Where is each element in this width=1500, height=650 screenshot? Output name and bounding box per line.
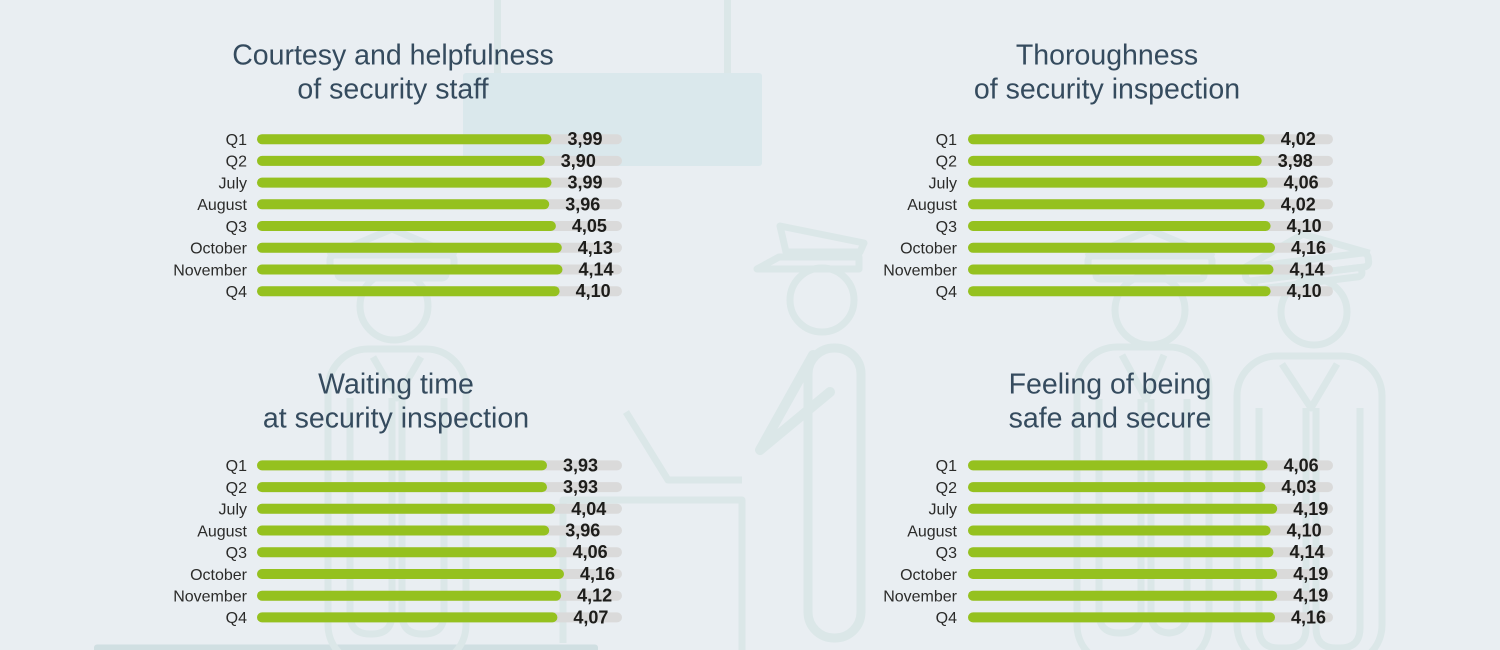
svg-text:August: August bbox=[907, 197, 957, 214]
svg-text:3,98: 3,98 bbox=[1278, 151, 1313, 171]
svg-text:3,96: 3,96 bbox=[565, 521, 600, 541]
svg-text:August: August bbox=[197, 523, 247, 540]
svg-text:Thoroughness: Thoroughness bbox=[1016, 40, 1198, 72]
svg-text:Q1: Q1 bbox=[226, 458, 247, 475]
svg-text:3,96: 3,96 bbox=[565, 194, 600, 214]
svg-text:safe and secure: safe and secure bbox=[1009, 403, 1212, 435]
svg-text:4,13: 4,13 bbox=[578, 238, 613, 258]
svg-text:July: July bbox=[219, 175, 247, 192]
svg-text:4,05: 4,05 bbox=[572, 216, 607, 236]
svg-text:4,10: 4,10 bbox=[1287, 521, 1322, 541]
svg-text:4,02: 4,02 bbox=[1281, 129, 1316, 149]
svg-text:4,06: 4,06 bbox=[573, 542, 608, 562]
svg-text:Q2: Q2 bbox=[936, 154, 957, 171]
svg-text:July: July bbox=[219, 502, 247, 519]
svg-text:Q4: Q4 bbox=[936, 610, 957, 627]
svg-text:Q2: Q2 bbox=[226, 154, 247, 171]
svg-text:of security inspection: of security inspection bbox=[974, 74, 1240, 106]
svg-text:3,99: 3,99 bbox=[568, 173, 603, 193]
svg-text:November: November bbox=[173, 589, 247, 606]
svg-text:4,14: 4,14 bbox=[579, 260, 614, 280]
svg-text:Q3: Q3 bbox=[936, 545, 957, 562]
svg-text:4,10: 4,10 bbox=[1287, 216, 1322, 236]
svg-text:4,07: 4,07 bbox=[573, 607, 608, 627]
svg-text:4,02: 4,02 bbox=[1281, 194, 1316, 214]
svg-text:3,99: 3,99 bbox=[568, 129, 603, 149]
svg-text:4,06: 4,06 bbox=[1284, 455, 1319, 475]
svg-text:October: October bbox=[190, 241, 248, 258]
svg-text:3,93: 3,93 bbox=[563, 477, 598, 497]
svg-text:4,19: 4,19 bbox=[1293, 586, 1328, 606]
svg-text:July: July bbox=[929, 175, 957, 192]
svg-text:4,16: 4,16 bbox=[1291, 238, 1326, 258]
svg-text:of security staff: of security staff bbox=[297, 74, 488, 106]
svg-text:Q1: Q1 bbox=[936, 458, 957, 475]
svg-text:November: November bbox=[173, 262, 247, 279]
svg-text:Q3: Q3 bbox=[226, 219, 247, 236]
svg-text:Waiting time: Waiting time bbox=[318, 369, 474, 401]
svg-text:4,03: 4,03 bbox=[1281, 477, 1316, 497]
svg-text:October: October bbox=[900, 241, 958, 258]
svg-text:4,12: 4,12 bbox=[577, 586, 612, 606]
svg-text:Q4: Q4 bbox=[226, 284, 247, 301]
svg-text:4,10: 4,10 bbox=[1287, 281, 1322, 301]
svg-text:August: August bbox=[907, 523, 957, 540]
svg-text:4,19: 4,19 bbox=[1293, 564, 1328, 584]
svg-text:August: August bbox=[197, 197, 247, 214]
svg-text:November: November bbox=[883, 262, 957, 279]
svg-text:Q2: Q2 bbox=[226, 480, 247, 497]
svg-text:4,14: 4,14 bbox=[1290, 542, 1325, 562]
svg-text:4,04: 4,04 bbox=[571, 499, 606, 519]
svg-text:4,16: 4,16 bbox=[580, 564, 615, 584]
svg-text:October: October bbox=[900, 567, 958, 584]
svg-text:3,90: 3,90 bbox=[561, 151, 596, 171]
svg-text:4,14: 4,14 bbox=[1290, 260, 1325, 280]
svg-text:July: July bbox=[929, 502, 957, 519]
svg-text:Feeling of being: Feeling of being bbox=[1009, 369, 1212, 401]
svg-text:November: November bbox=[883, 589, 957, 606]
svg-text:at security inspection: at security inspection bbox=[263, 403, 529, 435]
svg-text:Q1: Q1 bbox=[226, 132, 247, 149]
svg-text:4,06: 4,06 bbox=[1284, 173, 1319, 193]
svg-text:3,93: 3,93 bbox=[563, 455, 598, 475]
svg-text:4,10: 4,10 bbox=[576, 281, 611, 301]
svg-text:4,19: 4,19 bbox=[1293, 499, 1328, 519]
svg-text:Q4: Q4 bbox=[936, 284, 957, 301]
svg-text:Q1: Q1 bbox=[936, 132, 957, 149]
svg-text:4,16: 4,16 bbox=[1291, 607, 1326, 627]
svg-text:Q3: Q3 bbox=[226, 545, 247, 562]
svg-text:Q4: Q4 bbox=[226, 610, 247, 627]
svg-text:October: October bbox=[190, 567, 248, 584]
svg-text:Q2: Q2 bbox=[936, 480, 957, 497]
svg-text:Courtesy and helpfulness: Courtesy and helpfulness bbox=[232, 40, 554, 72]
svg-text:Q3: Q3 bbox=[936, 219, 957, 236]
